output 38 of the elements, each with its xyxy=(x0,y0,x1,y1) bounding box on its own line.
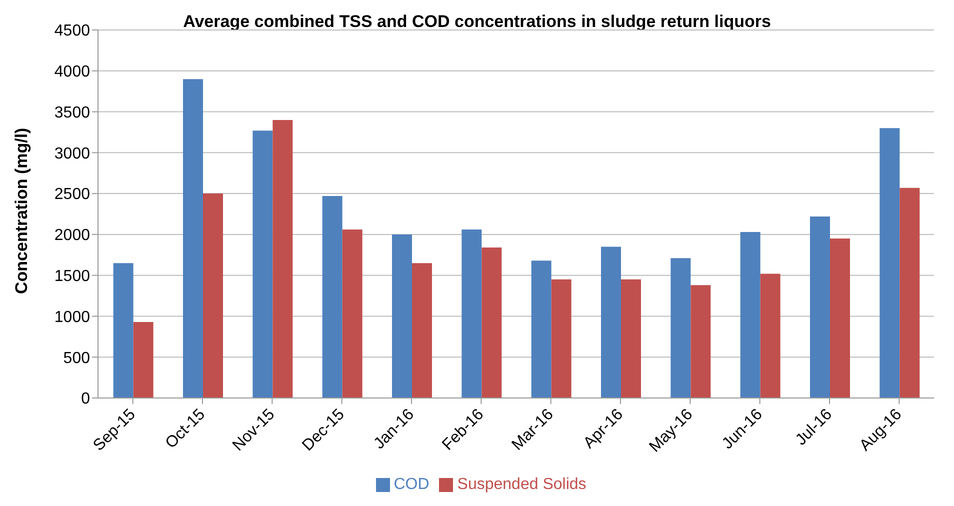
y-tick-label: 1500 xyxy=(54,268,90,286)
y-tick-label: 500 xyxy=(63,350,90,367)
bar xyxy=(620,279,641,398)
y-tick-label: 4000 xyxy=(54,64,90,81)
y-tick-label: 2500 xyxy=(54,186,90,204)
bar xyxy=(462,230,482,398)
bar xyxy=(760,274,780,398)
bar xyxy=(113,263,134,398)
y-tick-label: 1000 xyxy=(54,308,90,326)
y-tick-label: 3500 xyxy=(54,104,90,122)
bar xyxy=(880,128,900,398)
bar xyxy=(322,196,342,398)
bar xyxy=(252,130,273,398)
bar xyxy=(900,188,920,398)
y-tick-label: 2000 xyxy=(54,227,90,244)
bar xyxy=(740,232,760,398)
legend-label: COD xyxy=(394,476,430,493)
bar xyxy=(810,216,830,398)
legend-label: Suspended Solids xyxy=(457,476,586,493)
bar xyxy=(272,120,293,398)
y-tick-label: 3000 xyxy=(54,145,90,162)
bar xyxy=(182,79,203,398)
bar xyxy=(531,260,552,398)
bar xyxy=(551,279,572,398)
bar xyxy=(690,285,711,398)
bar xyxy=(202,194,223,398)
y-tick-label: 0 xyxy=(81,390,90,408)
y-tick-label: 4500 xyxy=(54,22,90,40)
bar xyxy=(482,248,502,398)
bar xyxy=(830,238,850,398)
bar xyxy=(670,258,691,398)
bar xyxy=(342,230,362,398)
bar xyxy=(412,263,432,398)
bar xyxy=(392,234,412,398)
bar xyxy=(133,322,154,398)
y-axis-title: Concentration (mg/l) xyxy=(12,128,32,294)
chart-title: Average combined TSS and COD concentrations in sludge return liquors xyxy=(183,12,771,31)
bar xyxy=(600,246,621,398)
